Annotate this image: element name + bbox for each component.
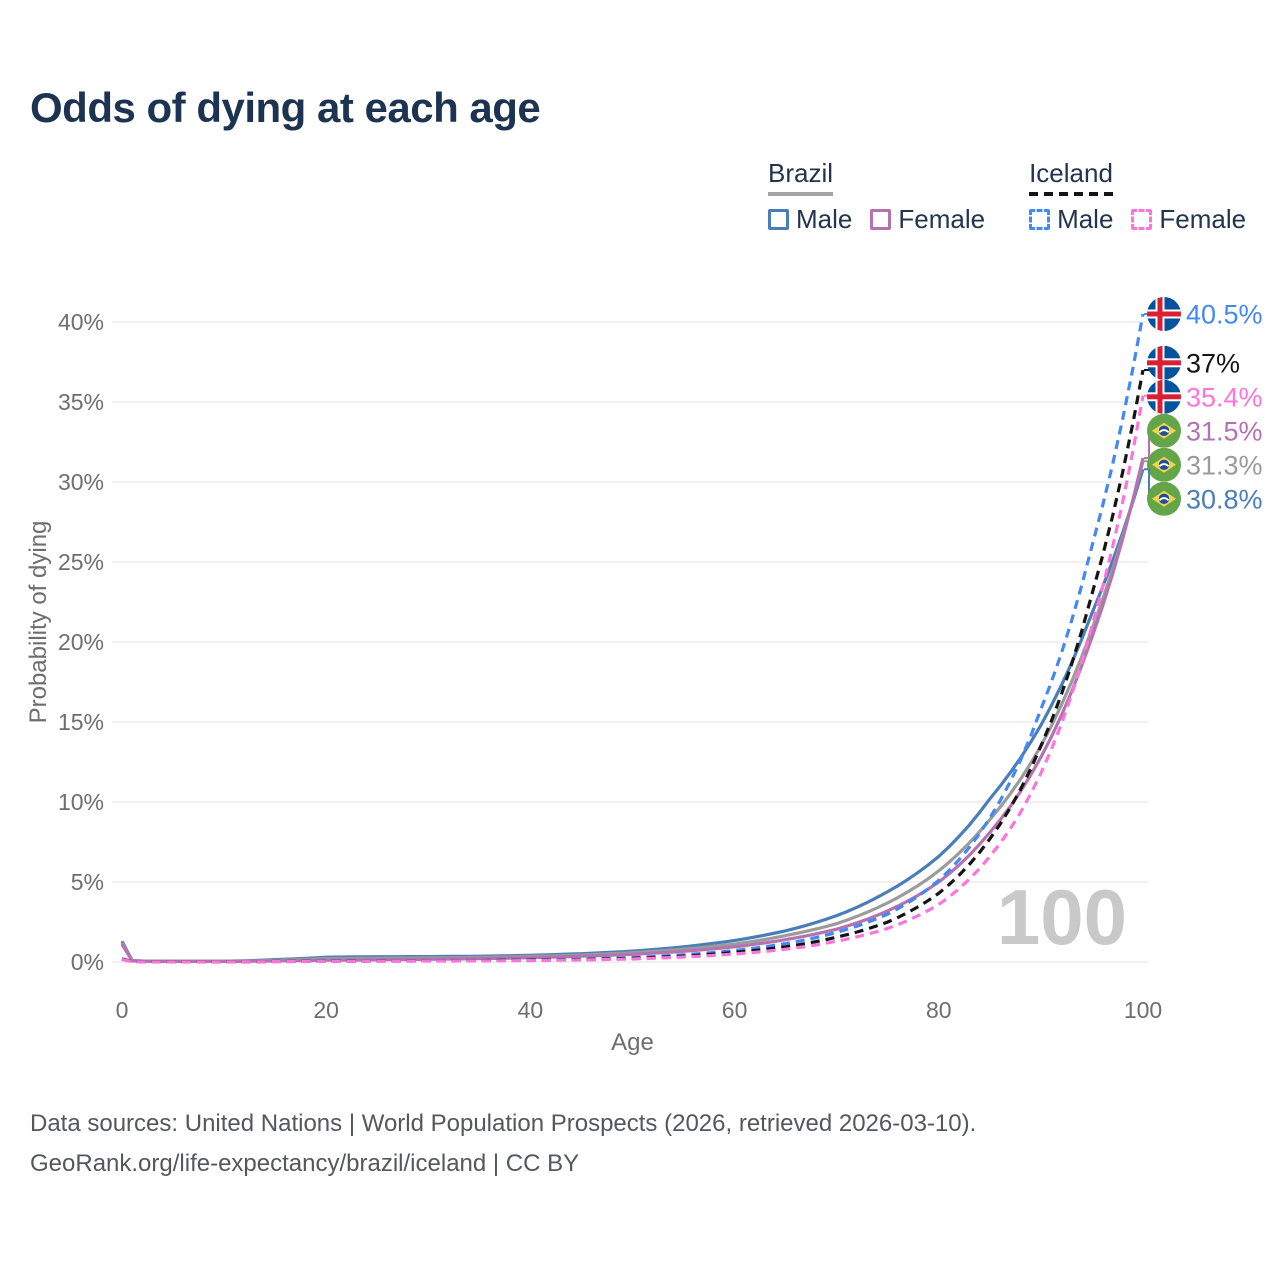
y-tick-label: 5% <box>71 869 104 895</box>
brazil-line-style-sample <box>768 192 834 196</box>
y-tick-label: 10% <box>58 789 104 815</box>
brazil-flag-icon <box>1147 481 1181 516</box>
end-value-label-iceland-male: 40.5% <box>1186 300 1263 330</box>
iceland-female-swatch-icon <box>1131 209 1153 230</box>
end-value-label-iceland-female: 35.4% <box>1186 382 1263 412</box>
end-value-label-iceland-both: 37% <box>1186 348 1240 378</box>
series-line-brazil-both[interactable] <box>120 460 1145 964</box>
legend-header-iceland: Iceland <box>1029 158 1113 196</box>
iceland-flag-icon <box>1147 297 1181 331</box>
x-axis-title: Age <box>611 1029 654 1056</box>
data-source-line: Data sources: United Nations | World Pop… <box>30 1110 977 1137</box>
brazil-female-swatch-icon <box>870 209 892 230</box>
legend: Brazil Male Female Iceland Male <box>768 158 1246 235</box>
brazil-male-swatch-icon <box>768 209 789 230</box>
y-tick-label: 40% <box>58 309 104 335</box>
brazil-flag-icon <box>1147 413 1181 448</box>
series-line-brazil-female[interactable] <box>120 457 1145 963</box>
legend-country-label-brazil: Brazil <box>768 158 834 188</box>
y-tick-label: 20% <box>58 629 104 655</box>
series-line-iceland-both[interactable] <box>121 369 1145 964</box>
iceland-flag-icon <box>1147 379 1181 414</box>
legend-item-label: Male <box>796 204 853 234</box>
legend-country-label-iceland: Iceland <box>1029 158 1113 188</box>
legend-item-brazil-female[interactable]: Female <box>870 204 985 235</box>
iceland-flag-icon <box>1147 345 1181 380</box>
legend-group-brazil: Brazil Male Female <box>768 158 985 235</box>
footer: Data sources: United Nations | World Pop… <box>30 1104 976 1184</box>
x-tick-label: 100 <box>1124 997 1162 1023</box>
series-line-iceland-female[interactable] <box>121 395 1145 964</box>
age-indicator-watermark: 100 <box>997 873 1127 961</box>
legend-item-label: Female <box>898 204 986 234</box>
x-tick-label: 80 <box>926 997 952 1023</box>
attribution-line: GeoRank.org/life-expectancy/brazil/icela… <box>30 1150 580 1177</box>
x-tick-label: 40 <box>518 997 544 1023</box>
brazil-flag-icon <box>1147 447 1181 482</box>
y-tick-label: 35% <box>58 389 104 415</box>
legend-item-label: Female <box>1159 204 1247 234</box>
end-value-label-brazil-both: 31.3% <box>1186 450 1263 480</box>
iceland-male-swatch-icon <box>1029 209 1051 230</box>
legend-item-iceland-male[interactable]: Male <box>1029 204 1113 235</box>
end-value-label-brazil-female: 31.5% <box>1186 416 1263 446</box>
y-tick-label: 25% <box>58 549 104 575</box>
end-value-label-brazil-male: 30.8% <box>1186 484 1263 514</box>
legend-header-brazil: Brazil <box>768 158 834 196</box>
legend-item-iceland-female[interactable]: Female <box>1131 204 1246 235</box>
y-tick-label: 15% <box>58 709 104 735</box>
series-line-brazil-male[interactable] <box>120 468 1145 963</box>
legend-group-iceland: Iceland Male Female <box>1029 158 1246 235</box>
page-title: Odds of dying at each age <box>30 84 541 131</box>
x-tick-label: 20 <box>313 997 339 1023</box>
legend-item-label: Male <box>1057 204 1114 234</box>
x-tick-label: 60 <box>722 997 748 1023</box>
y-axis-title: Probability of dying <box>25 521 52 724</box>
y-tick-label: 0% <box>71 949 104 975</box>
legend-item-brazil-male[interactable]: Male <box>768 204 852 235</box>
x-tick-label: 0 <box>116 997 129 1023</box>
series-line-iceland-male[interactable] <box>121 313 1145 964</box>
iceland-line-style-sample <box>1029 192 1113 196</box>
y-tick-label: 30% <box>58 469 104 495</box>
